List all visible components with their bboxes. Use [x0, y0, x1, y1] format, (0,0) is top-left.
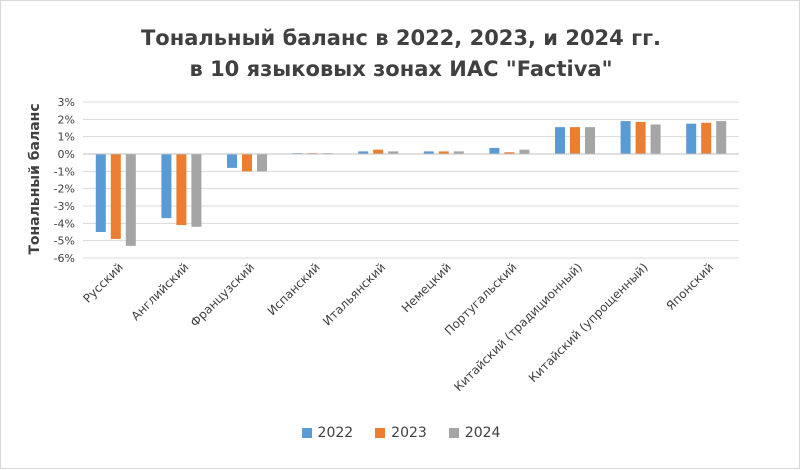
bar-2024-5: [388, 151, 399, 154]
y-tick-label: -3%: [54, 200, 75, 213]
bar-2024-8: [585, 127, 595, 154]
y-tick-label: -2%: [54, 183, 75, 196]
chart-subtitle: в 10 языковых зонах ИАС "Factiva": [189, 57, 613, 81]
bar-2024-7: [519, 149, 530, 154]
bar-2024-9: [650, 124, 661, 154]
x-tick-label: Китайский (упрощенный): [526, 260, 651, 385]
x-tick-label: Китайский (традиционный): [451, 260, 585, 394]
y-tick-label: -6%: [54, 252, 75, 265]
legend-label: 2024: [464, 425, 501, 441]
legend-label: 2022: [317, 425, 354, 441]
legend-swatch: [375, 428, 386, 438]
bar-2024-6: [453, 151, 464, 154]
bar-2022-2: [161, 154, 172, 219]
x-tick-label: Испанский: [265, 260, 323, 318]
x-tick-label: Итальянский: [320, 260, 388, 328]
bar-2022-3: [227, 154, 237, 168]
x-tick-label: Немецкий: [399, 260, 454, 315]
y-tick-label: 1%: [58, 131, 75, 144]
bar-2024-10: [716, 121, 727, 154]
y-tick-label: 3%: [58, 96, 75, 109]
chart-title-block: Тональный баланс в 2022, 2023, и 2024 гг…: [1, 23, 800, 85]
bar-2024-1: [125, 154, 136, 246]
bar-2023-9: [635, 121, 646, 154]
x-tick-label: Японский: [663, 260, 716, 313]
bar-2024-2: [191, 154, 202, 227]
y-axis-label: Тональный баланс: [27, 103, 43, 254]
legend-swatch: [301, 428, 312, 438]
legend-item-2022: 2022: [301, 425, 354, 441]
bar-2023-1: [110, 154, 121, 239]
bar-2022-6: [423, 151, 434, 154]
bar-2023-7: [504, 152, 515, 154]
legend-item-2023: 2023: [375, 425, 427, 441]
x-tick-label: Английский: [129, 260, 192, 323]
x-tick-label: Русский: [80, 260, 126, 306]
bar-2024-3: [257, 154, 267, 172]
bar-2022-8: [555, 127, 565, 154]
bar-2022-1: [95, 154, 106, 232]
y-tick-label: 2%: [58, 113, 75, 126]
legend: 2022 2023 2024: [1, 425, 800, 441]
bar-2022-7: [489, 147, 500, 154]
y-tick-label: 0%: [58, 148, 75, 161]
chart-title: Тональный баланс в 2022, 2023, и 2024 гг…: [140, 26, 662, 50]
bar-2023-6: [438, 151, 449, 154]
bar-2023-3: [242, 154, 252, 172]
bar-2023-5: [373, 149, 384, 154]
y-tick-labels: 3% 2% 1% 0% -1% -2% -3% -4% -5% -6%: [54, 96, 75, 265]
bar-2022-9: [620, 121, 631, 154]
bar-2023-10: [701, 122, 712, 154]
y-tick-label: -5%: [54, 235, 75, 248]
legend-swatch: [448, 428, 459, 438]
bar-2023-2: [176, 154, 187, 226]
y-tick-label: -4%: [54, 217, 75, 230]
bar-2022-10: [686, 123, 697, 154]
bar-2022-5: [358, 151, 369, 154]
x-tick-label: Французский: [188, 260, 257, 329]
legend-label: 2023: [391, 425, 427, 441]
y-tick-label: -1%: [54, 165, 75, 178]
bars: [95, 121, 727, 246]
bar-2023-8: [570, 127, 580, 154]
legend-item-2024: 2024: [448, 425, 501, 441]
